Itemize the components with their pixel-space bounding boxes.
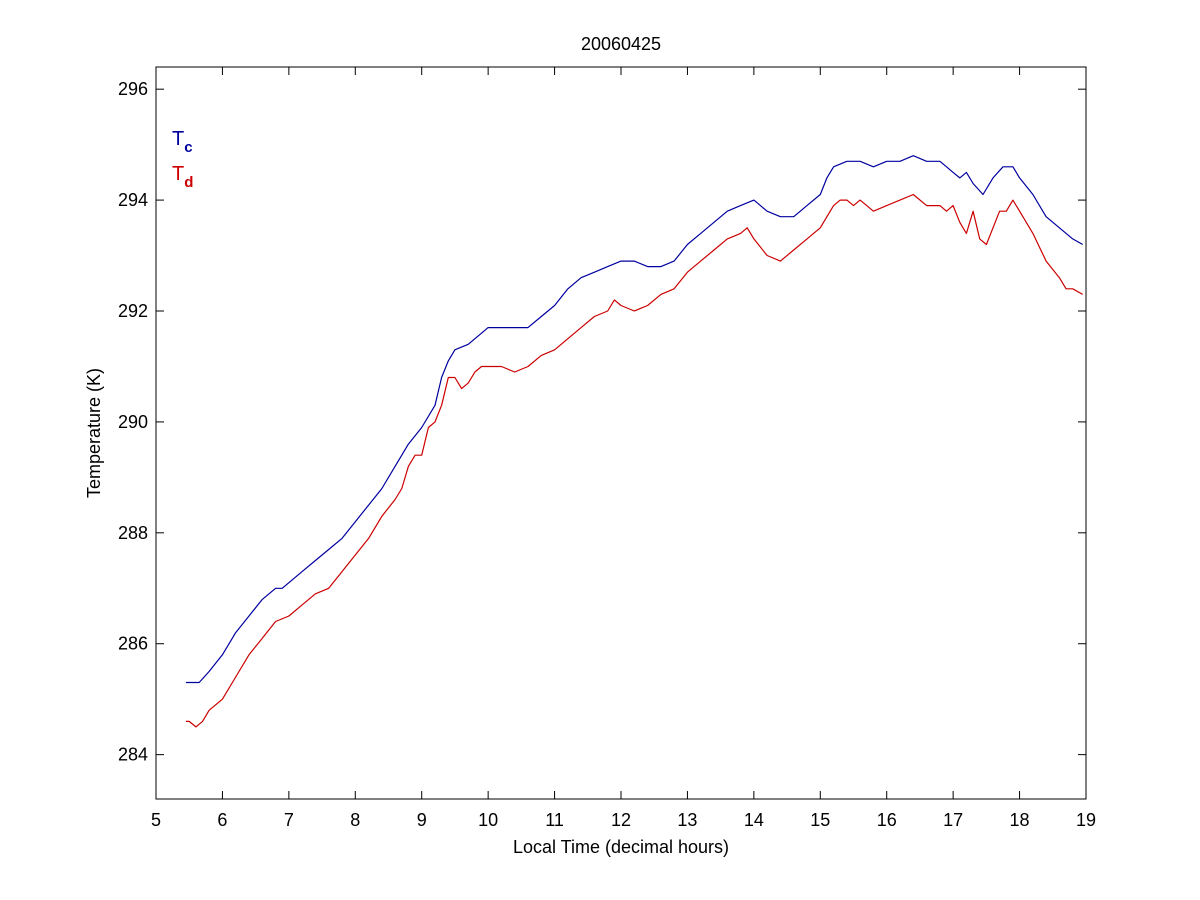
x-tick-label: 9 xyxy=(417,810,427,830)
x-tick-label: 7 xyxy=(284,810,294,830)
legend-td-subscript: d xyxy=(184,174,193,191)
y-axis-label: Temperature (K) xyxy=(84,368,104,498)
series-layer xyxy=(185,155,1083,728)
x-axis-ticks: 5 6 7 8 9 10 11 12 13 14 15 16 17 18 19 xyxy=(151,67,1096,830)
y-tick-label: 288 xyxy=(118,523,148,543)
x-tick-label: 15 xyxy=(810,810,830,830)
x-tick-label: 13 xyxy=(677,810,697,830)
legend-entry-tc: Tc xyxy=(172,128,193,156)
x-tick-label: 19 xyxy=(1076,810,1096,830)
y-axis-ticks: 284 286 288 290 292 294 296 xyxy=(118,79,1086,765)
x-tick-label: 5 xyxy=(151,810,161,830)
y-tick-label: 296 xyxy=(118,79,148,99)
chart-title: 20060425 xyxy=(581,34,661,54)
x-tick-label: 10 xyxy=(478,810,498,830)
y-tick-label: 290 xyxy=(118,412,148,432)
x-axis-label: Local Time (decimal hours) xyxy=(513,837,729,857)
x-tick-label: 18 xyxy=(1010,810,1030,830)
y-tick-label: 284 xyxy=(118,745,148,765)
y-tick-label: 294 xyxy=(118,190,148,210)
y-tick-label: 286 xyxy=(118,634,148,654)
series-line-tc xyxy=(185,155,1083,684)
legend-tc-name: T xyxy=(172,128,184,150)
x-tick-label: 16 xyxy=(877,810,897,830)
legend-tc-subscript: c xyxy=(184,139,192,156)
x-tick-label: 14 xyxy=(744,810,764,830)
plot-area xyxy=(155,66,1087,800)
legend-entry-td: Td xyxy=(172,163,193,191)
x-tick-label: 6 xyxy=(217,810,227,830)
legend: Tc Td xyxy=(172,128,193,191)
series-line-td xyxy=(185,193,1083,728)
x-tick-label: 8 xyxy=(350,810,360,830)
y-tick-label: 292 xyxy=(118,301,148,321)
x-tick-label: 11 xyxy=(545,810,564,830)
legend-td-name: T xyxy=(172,163,184,185)
x-tick-label: 17 xyxy=(943,810,963,830)
x-tick-label: 12 xyxy=(611,810,631,830)
